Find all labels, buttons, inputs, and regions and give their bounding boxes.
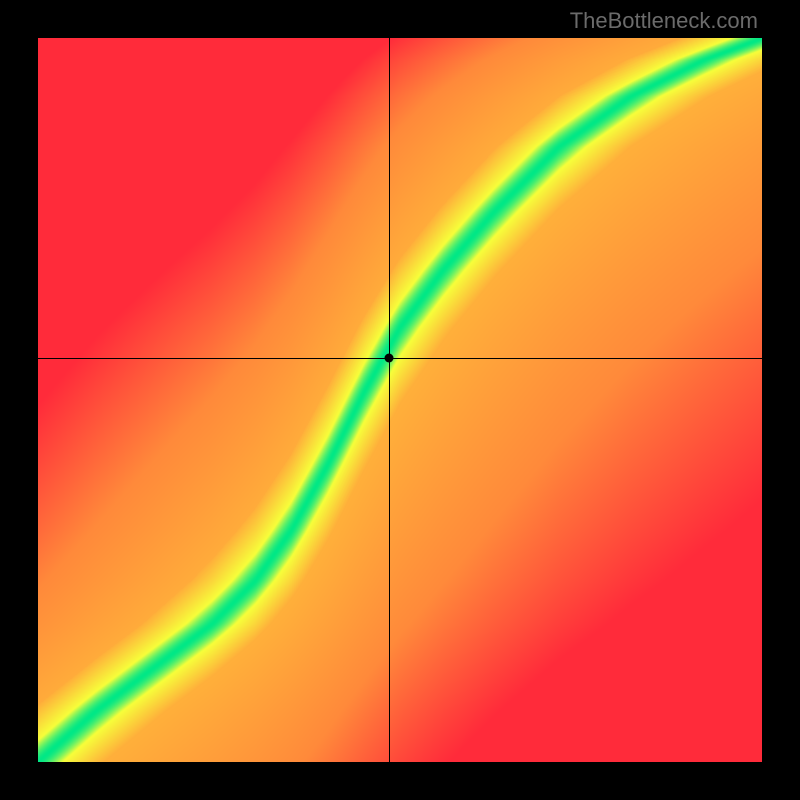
crosshair-marker: [385, 354, 394, 363]
heatmap-plot: [38, 38, 762, 762]
crosshair-vertical: [389, 38, 390, 762]
crosshair-horizontal: [38, 358, 762, 359]
watermark-text: TheBottleneck.com: [570, 8, 758, 34]
heatmap-canvas: [38, 38, 762, 762]
